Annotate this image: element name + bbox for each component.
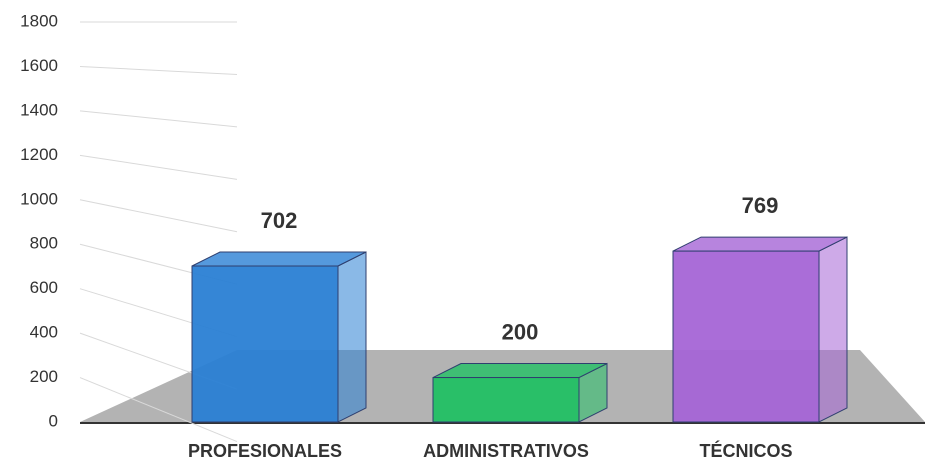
bar-top [191,251,367,267]
grid-line [79,65,238,75]
y-tick-label: 800 [30,234,58,253]
grid-line [79,110,238,128]
bar [191,265,339,423]
x-tick-label: TÉCNICOS [699,440,792,461]
bar [672,250,820,423]
bar-top [432,363,608,379]
grid-line [79,154,238,180]
y-tick-label: 200 [30,367,58,386]
bar-side [818,236,848,423]
y-tick-label: 1800 [20,11,58,30]
bar-top [672,236,848,252]
bar [432,377,580,423]
y-tick-label: 1400 [20,100,58,119]
y-tick-label: 1600 [20,56,58,75]
y-tick-label: 1200 [20,145,58,164]
y-tick-label: 600 [30,278,58,297]
value-label: 200 [502,319,539,344]
y-tick-label: 400 [30,323,58,342]
x-tick-label: ADMINISTRATIVOS [423,441,589,461]
grid-line [79,377,238,443]
value-label: 702 [261,208,298,233]
y-tick-label: 0 [49,411,58,430]
value-label: 769 [742,193,779,218]
y-tick-label: 1000 [20,189,58,208]
x-tick-label: PROFESIONALES [188,441,342,461]
bar-side [337,251,367,423]
grid-line [79,199,238,233]
